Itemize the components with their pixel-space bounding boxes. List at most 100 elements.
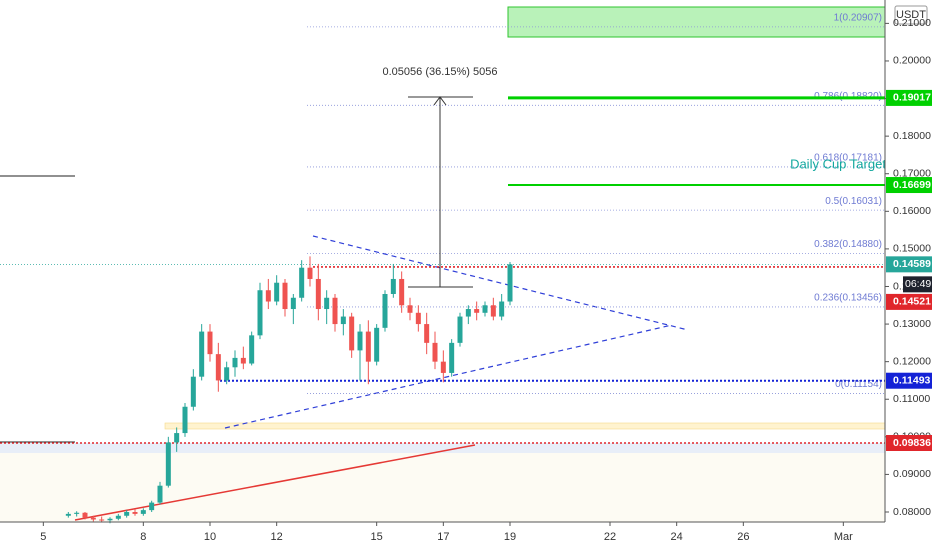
price-label: 0.16699 (893, 179, 931, 191)
candle-body (99, 519, 105, 521)
candle-body (199, 331, 205, 377)
candle-body (232, 357, 238, 368)
candle-body (357, 331, 363, 351)
price-label: 0.14521 (893, 296, 931, 308)
candle-body (449, 342, 455, 373)
x-tick-label: 8 (140, 531, 146, 543)
price-label-bg (886, 89, 932, 106)
candle-body (282, 282, 288, 310)
candle-body (115, 515, 121, 519)
candle-body (140, 510, 146, 514)
x-tick-label: 24 (671, 531, 683, 543)
y-tick-label: 0.18000 (893, 130, 931, 142)
candle-body (249, 335, 255, 364)
currency-box[interactable] (894, 5, 928, 25)
fib-label: 0(0.11154) (835, 379, 882, 390)
price-label-bg (886, 293, 932, 310)
candle-body (399, 278, 405, 306)
candle-body (340, 316, 346, 325)
y-tick-label: 0.16000 (893, 205, 931, 217)
candle-body (207, 331, 213, 355)
candle-body (182, 406, 188, 434)
candle-body (107, 518, 113, 521)
candle-body (499, 301, 505, 317)
candle-body (90, 517, 96, 520)
candle-body (165, 442, 171, 486)
price-label-bg (886, 177, 932, 194)
candle-body (465, 309, 471, 317)
candle-body (507, 264, 513, 302)
currency[interactable]: USDT (896, 9, 926, 21)
candle-body (407, 305, 413, 313)
candle-body (315, 278, 321, 310)
candle-body (149, 502, 155, 511)
x-tick-label: 26 (737, 531, 749, 543)
y-tick-label: 0.09000 (893, 468, 931, 480)
x-tick-label: 17 (437, 531, 449, 543)
arrow-head (433, 96, 447, 106)
target-zone (507, 6, 886, 38)
candle-body (174, 433, 180, 443)
fib-label: 0.236(0.13456) (814, 293, 882, 304)
candle-body (274, 282, 280, 302)
price-label: 0.19017 (893, 92, 931, 104)
candle-body (124, 512, 130, 516)
candle-body (390, 278, 396, 295)
y-tick-label: 0.20000 (893, 55, 931, 67)
price-label: 0.14589 (893, 258, 931, 270)
candle-body (349, 316, 355, 351)
y-tick-label: 0.21000 (893, 17, 931, 29)
price-label-bg (886, 434, 932, 451)
triangle-upper (312, 235, 689, 331)
trend-line (74, 444, 476, 521)
candle-body (332, 297, 338, 325)
measure-label: 0.05056 (36.15%) 5056 (383, 66, 498, 78)
candle-body (482, 305, 488, 313)
candle-body (299, 267, 305, 298)
candle-body (157, 485, 163, 503)
candle-body (74, 512, 80, 514)
x-tick-label: 5 (40, 531, 46, 543)
y-tick-label: 0.13000 (893, 318, 931, 330)
zone-bg (0, 453, 885, 522)
demand-band (164, 422, 886, 430)
candle-body (440, 361, 446, 373)
candle-body (324, 297, 330, 310)
countdown: 06:49 (905, 278, 931, 290)
candle-body (224, 367, 230, 381)
candle-body (365, 331, 371, 362)
y-tick-label: 0.17000 (893, 168, 931, 180)
candle-body (415, 312, 421, 325)
candle-body (382, 294, 388, 328)
candle-body (82, 512, 88, 518)
x-tick-label: 15 (371, 531, 383, 543)
fib-label: 0.382(0.14880) (814, 239, 882, 250)
x-tick-label: 22 (604, 531, 616, 543)
y-tick-label: 0.11000 (893, 393, 930, 405)
fib-label: 1(0.20907) (834, 13, 882, 24)
candle-body (65, 513, 71, 516)
countdown-bg (903, 276, 932, 293)
candle-body (374, 327, 380, 362)
candle-body (240, 357, 246, 364)
candle-body (265, 290, 271, 302)
candle-body (432, 342, 438, 362)
candle-body (490, 305, 496, 317)
x-tick-label: 12 (271, 531, 283, 543)
target-label: Daily Cup Target (790, 156, 886, 171)
candle-body (290, 297, 296, 310)
candle-body (215, 354, 221, 381)
candle-body (132, 512, 138, 514)
candle-body (457, 316, 463, 343)
candle-body (424, 324, 430, 343)
x-tick-label: 19 (504, 531, 516, 543)
candle-body (257, 290, 263, 336)
price-label-bg (886, 372, 932, 389)
y-tick-label: 0.12000 (893, 355, 931, 367)
price-label: 0.09836 (893, 437, 931, 449)
y-tick-label: 0.15000 (893, 243, 931, 255)
fib-label: 0.5(0.16031) (825, 196, 882, 207)
candle-body (474, 309, 480, 313)
x-tick-label: Mar (834, 531, 853, 543)
